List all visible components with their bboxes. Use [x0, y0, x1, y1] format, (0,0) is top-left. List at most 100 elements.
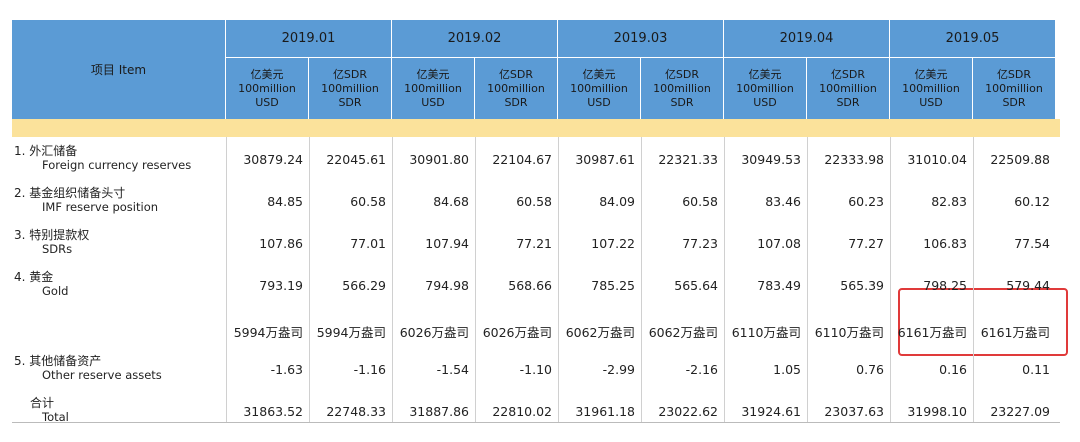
- table-cell: 6161万盎司: [897, 325, 967, 340]
- table-cell: 60.58: [682, 194, 718, 209]
- unit-line: 100million: [653, 81, 711, 95]
- table-cell: 22104.67: [492, 152, 552, 167]
- unit-line: SDR: [504, 95, 528, 109]
- unit-line: 亿SDR: [498, 67, 534, 81]
- month-label: 2019.01: [281, 31, 336, 46]
- table-cell: -2.99: [602, 362, 635, 377]
- unit-line: SDR: [670, 95, 694, 109]
- table-cell: 31998.10: [907, 404, 967, 419]
- table-cell: 5994万盎司: [233, 325, 303, 340]
- table-cell: 84.68: [433, 194, 469, 209]
- header-stripe: [12, 119, 1060, 137]
- table-cell: 579.44: [1006, 278, 1050, 293]
- row-label: 3. 特别提款权 SDRs: [14, 228, 89, 256]
- unit-line: SDR: [836, 95, 860, 109]
- column-divider: [973, 137, 974, 422]
- table-cell: 84.85: [267, 194, 303, 209]
- month-header-2019-03: 2019.03: [558, 20, 724, 58]
- table-cell: 83.46: [765, 194, 801, 209]
- column-divider: [226, 137, 227, 422]
- month-label: 2019.04: [779, 31, 834, 46]
- unit-line: 亿美元: [914, 67, 948, 81]
- row-label-cn: 合计: [30, 396, 55, 410]
- table-cell: 60.58: [350, 194, 386, 209]
- row-label-cn: 4. 黄金: [14, 270, 54, 284]
- table-cell: 31924.61: [741, 404, 801, 419]
- unit-line: 100million: [321, 81, 379, 95]
- month-label: 2019.05: [945, 31, 1000, 46]
- unit-line: 100million: [985, 81, 1043, 95]
- unit-header-sdr: 亿SDR 100million SDR: [807, 58, 890, 119]
- column-divider: [724, 137, 725, 422]
- table-cell: 82.83: [931, 194, 967, 209]
- item-header-label: 项目 Item: [90, 63, 147, 77]
- table-cell: 568.66: [508, 278, 552, 293]
- unit-header-sdr: 亿SDR 100million SDR: [475, 58, 558, 119]
- unit-line: 100million: [487, 81, 545, 95]
- unit-line: 亿SDR: [996, 67, 1032, 81]
- table-cell: 77.54: [1014, 236, 1050, 251]
- row-label-en: Total: [42, 410, 69, 424]
- table-cell: 107.86: [259, 236, 303, 251]
- table-cell: 566.29: [342, 278, 386, 293]
- row-label: 合计 Total: [14, 396, 69, 424]
- unit-line: 100million: [736, 81, 794, 95]
- unit-line: 100million: [238, 81, 296, 95]
- table-cell: 794.98: [425, 278, 469, 293]
- unit-line: 亿SDR: [664, 67, 700, 81]
- column-divider: [807, 137, 808, 422]
- unit-line: 100million: [902, 81, 960, 95]
- table-cell: 107.94: [425, 236, 469, 251]
- table-cell: 22810.02: [492, 404, 552, 419]
- row-label-cn: 3. 特别提款权: [14, 228, 90, 242]
- table-cell: -1.54: [436, 362, 469, 377]
- month-label: 2019.03: [613, 31, 668, 46]
- unit-header-sdr: 亿SDR 100million SDR: [973, 58, 1056, 119]
- table-cell: 0.76: [856, 362, 884, 377]
- table-cell: 60.58: [516, 194, 552, 209]
- month-header-2019-02: 2019.02: [392, 20, 558, 58]
- table-cell: 5994万盎司: [316, 325, 386, 340]
- table-cell: 22748.33: [326, 404, 386, 419]
- table-cell: 22045.61: [326, 152, 386, 167]
- row-label: 4. 黄金 Gold: [14, 270, 68, 298]
- month-header-2019-05: 2019.05: [890, 20, 1056, 58]
- unit-line: SDR: [1002, 95, 1026, 109]
- table-cell: 30879.24: [243, 152, 303, 167]
- table-cell: 107.08: [757, 236, 801, 251]
- column-divider: [309, 137, 310, 422]
- row-label-en: SDRs: [42, 242, 73, 256]
- table-cell: 6062万盎司: [648, 325, 718, 340]
- table-cell: 6026万盎司: [399, 325, 469, 340]
- table-cell: 23227.09: [990, 404, 1050, 419]
- row-label-en: Gold: [42, 284, 69, 298]
- table-cell: 6161万盎司: [980, 325, 1050, 340]
- month-header-2019-01: 2019.01: [226, 20, 392, 58]
- unit-line: USD: [753, 95, 777, 109]
- table-cell: -1.16: [353, 362, 386, 377]
- table-cell: 31961.18: [575, 404, 635, 419]
- table-cell: 77.23: [682, 236, 718, 251]
- table-cell: 793.19: [259, 278, 303, 293]
- row-label-cn: 5. 其他储备资产: [14, 354, 102, 368]
- table-cell: -2.16: [685, 362, 718, 377]
- unit-header-sdr: 亿SDR 100million SDR: [309, 58, 392, 119]
- table-cell: 60.12: [1014, 194, 1050, 209]
- table-cell: 31863.52: [243, 404, 303, 419]
- table-cell: 0.16: [939, 362, 967, 377]
- table-cell: 31887.86: [409, 404, 469, 419]
- unit-line: USD: [587, 95, 611, 109]
- table-cell: 107.22: [591, 236, 635, 251]
- table-cell: 6062万盎司: [565, 325, 635, 340]
- unit-line: USD: [421, 95, 445, 109]
- unit-header-usd: 亿美元 100million USD: [890, 58, 973, 119]
- table-cell: 60.23: [848, 194, 884, 209]
- column-divider: [641, 137, 642, 422]
- unit-line: 100million: [819, 81, 877, 95]
- table-cell: 77.21: [516, 236, 552, 251]
- table-cell: 22333.98: [824, 152, 884, 167]
- unit-line: 亿SDR: [332, 67, 368, 81]
- unit-line: 100million: [404, 81, 462, 95]
- table-cell: 106.83: [923, 236, 967, 251]
- unit-line: 亿美元: [748, 67, 782, 81]
